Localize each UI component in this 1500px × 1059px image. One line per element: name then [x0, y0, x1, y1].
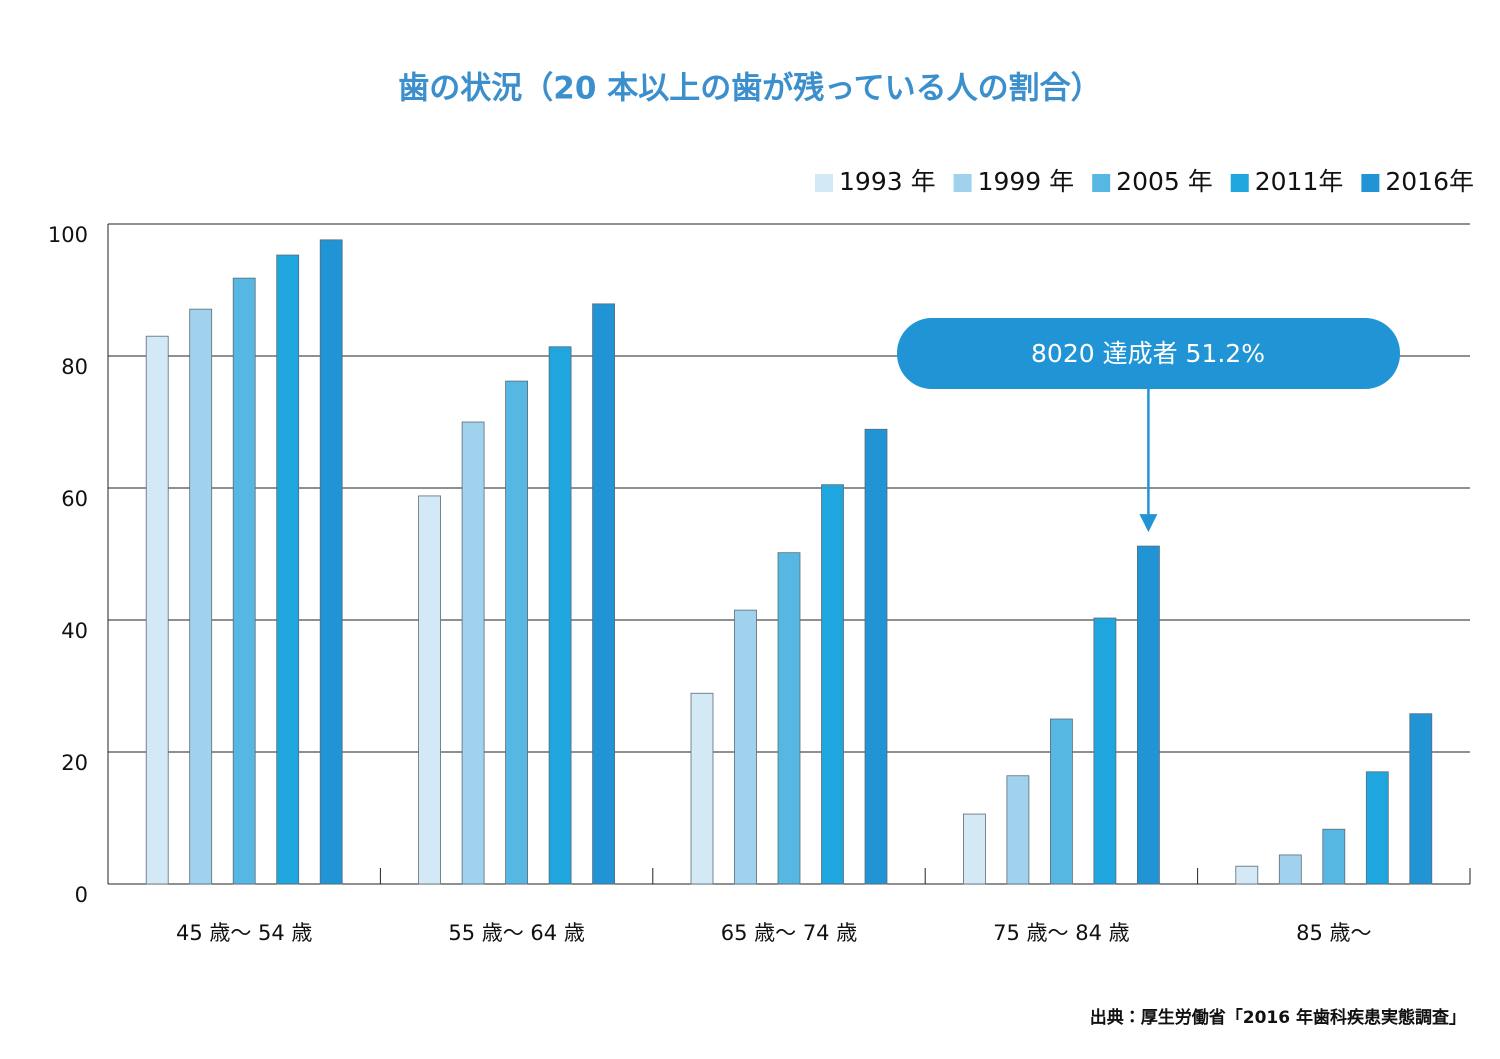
legend-label: 2005 年 — [1116, 167, 1213, 196]
y-tick-label: 40 — [61, 619, 88, 643]
y-tick-label: 20 — [61, 751, 88, 775]
y-tick-label: 100 — [48, 223, 88, 247]
source-note: 出典：厚生労働省「2016 年歯科疾患実態調査」 — [1090, 1007, 1466, 1028]
legend-label: 2016年 — [1385, 167, 1474, 196]
bar — [1322, 828, 1346, 885]
chart-title: 歯の状況（20 本以上の歯が残っている人の割合） — [398, 71, 1101, 107]
legend-swatch — [1361, 174, 1380, 192]
bar — [821, 484, 844, 885]
legend-swatch — [953, 174, 972, 192]
bar — [232, 277, 256, 885]
bar — [864, 428, 888, 885]
bar — [276, 254, 300, 885]
legend-swatch — [1092, 174, 1111, 192]
bar — [1235, 865, 1259, 885]
y-tick-label: 80 — [61, 355, 88, 379]
bar — [1050, 718, 1073, 885]
x-tick-label: 85 歳〜 — [1296, 921, 1371, 945]
legend-swatch — [815, 174, 834, 192]
bar — [461, 421, 485, 885]
annotation-text: 8020 達成者 51.2% — [1031, 339, 1265, 368]
bar — [1093, 617, 1117, 885]
legend-label: 2011年 — [1255, 167, 1344, 196]
legend-label: 1999 年 — [978, 167, 1075, 196]
bar — [319, 239, 343, 885]
y-tick-label: 60 — [61, 487, 88, 511]
bar — [145, 335, 169, 885]
annotation-arrowhead — [1139, 514, 1158, 533]
x-tick-label: 65 歳〜 74 歳 — [721, 921, 857, 945]
bar — [963, 813, 986, 885]
bar — [734, 609, 757, 885]
y-tick-label: 0 — [75, 883, 88, 907]
bar — [690, 692, 714, 885]
bar — [548, 346, 572, 885]
x-tick-label: 45 歳〜 54 歳 — [176, 921, 312, 945]
legend-swatch — [1230, 174, 1249, 192]
bar — [1365, 771, 1389, 885]
x-tick-label: 75 歳〜 84 歳 — [993, 921, 1129, 945]
x-tick-label: 55 歳〜 64 歳 — [448, 921, 584, 945]
bar — [418, 495, 442, 885]
bar — [505, 380, 529, 885]
bar — [592, 303, 615, 885]
annotation-box — [897, 318, 1400, 389]
legend-label: 1993 年 — [839, 167, 936, 196]
bar — [1137, 545, 1160, 885]
bar — [1278, 854, 1302, 885]
bar — [777, 552, 801, 885]
bar — [189, 308, 213, 885]
bar — [1409, 713, 1433, 885]
bar — [1006, 775, 1030, 885]
